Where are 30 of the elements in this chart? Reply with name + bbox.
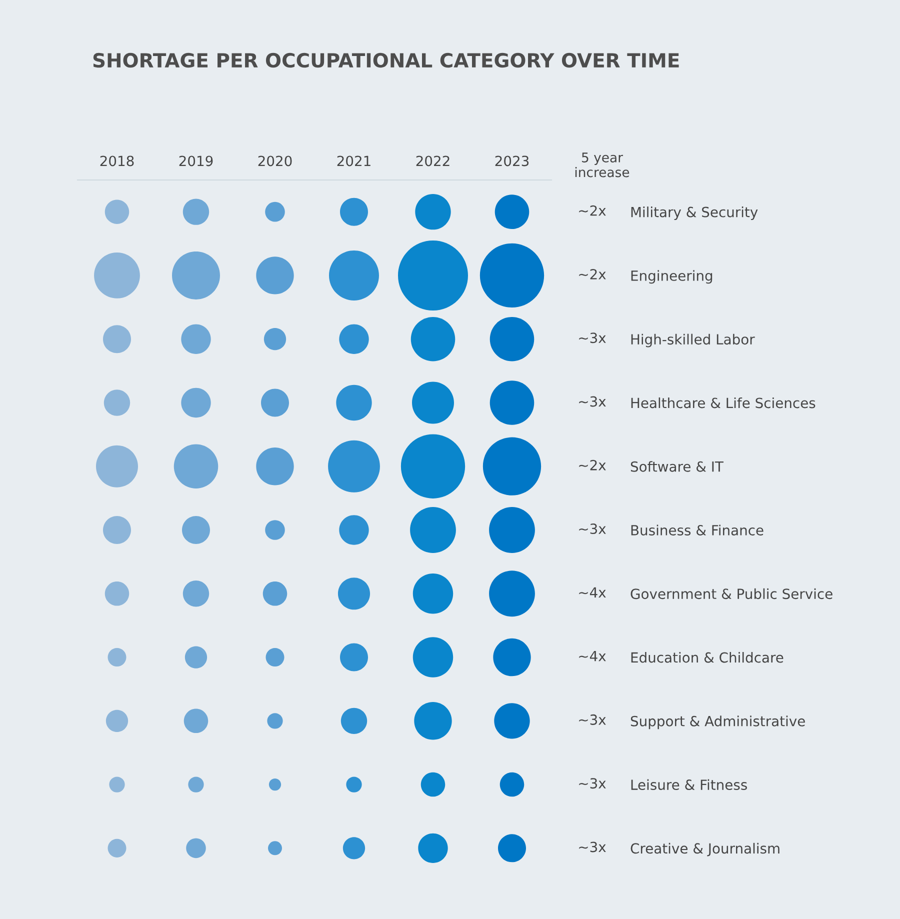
y-tick-label: Healthcare & Life Sciences <box>631 397 816 408</box>
y-tick-label: Engineering <box>631 270 712 284</box>
y2-axis-title: 5 year increase <box>575 152 630 178</box>
x-tick-label: 2020 <box>258 156 292 166</box>
y-tick-label: Support & Administrative <box>630 716 805 730</box>
y2-tick-label: ~4x <box>579 650 606 662</box>
x-tick-label: 2018 <box>100 156 134 166</box>
y-tick-label: Software & IT <box>630 461 724 472</box>
y2-tick-label: ~3x <box>579 778 606 789</box>
y2-tick-label: ~3x <box>579 714 606 725</box>
y-tick-label: Business & Finance <box>631 524 764 536</box>
y2-tick-label: ~3x <box>579 332 606 344</box>
x-tick-label: 2021 <box>337 156 370 166</box>
y-tick-label: Leisure & Fitness <box>631 779 747 790</box>
x-tick-label: 2022 <box>416 156 450 166</box>
y2-tick-label: ~3x <box>579 524 606 534</box>
x-tick-label: 2019 <box>179 156 213 166</box>
y2-tick-label: ~3x <box>579 396 606 407</box>
x-tick-label: 2023 <box>495 156 529 166</box>
y2-tick-label: ~2x <box>579 205 606 216</box>
y-tick-label: High-skilled Labor <box>631 334 755 348</box>
y-tick-label: Education & Childcare <box>631 652 784 663</box>
y2-tick-label: ~2x <box>579 268 606 280</box>
y2-tick-label: ~3x <box>579 842 606 852</box>
y-tick-label: Government & Public Service <box>630 588 832 600</box>
y-tick-label: Military & Security <box>631 206 758 220</box>
y-tick-label: Creative & Journalism <box>630 842 780 856</box>
y2-tick-label: ~2x <box>579 460 606 470</box>
chart-title: SHORTAGE PER OCCUPATIONAL CATEGORY OVER TIME <box>93 52 679 68</box>
y2-tick-label: ~4x <box>579 587 606 598</box>
